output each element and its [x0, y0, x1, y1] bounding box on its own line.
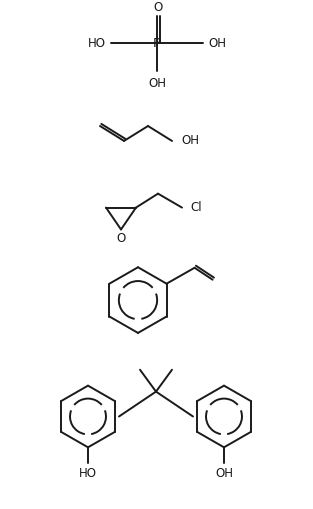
Text: P: P: [153, 37, 161, 50]
Text: O: O: [153, 1, 163, 14]
Text: OH: OH: [148, 77, 166, 90]
Text: O: O: [116, 232, 126, 245]
Text: OH: OH: [215, 467, 233, 479]
Text: OH: OH: [181, 134, 199, 148]
Text: HO: HO: [79, 467, 97, 479]
Text: HO: HO: [88, 37, 106, 50]
Text: Cl: Cl: [190, 201, 202, 214]
Text: OH: OH: [208, 37, 226, 50]
